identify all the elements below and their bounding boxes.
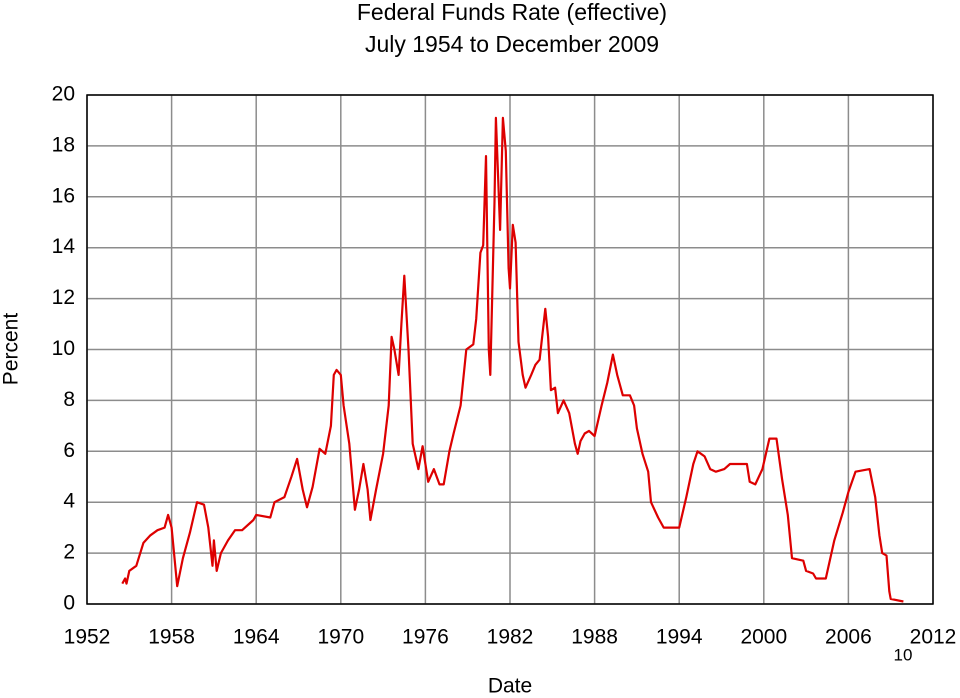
- y-tick-label: 12: [52, 286, 75, 309]
- x-tick-label: 1976: [402, 626, 449, 649]
- x-tick-label: 1964: [233, 626, 280, 649]
- x-axis-label: Date: [488, 675, 532, 698]
- y-tick-label: 4: [63, 490, 75, 513]
- y-tick-label: 8: [63, 388, 75, 411]
- y-tick-label: 18: [52, 133, 75, 156]
- x-tick-label: 1994: [656, 626, 703, 649]
- x-tick-label: 1958: [148, 626, 195, 649]
- data-line: [121, 116, 904, 603]
- y-tick-label: 14: [52, 235, 76, 258]
- y-tick-label: 10: [52, 337, 75, 360]
- y-tick-label: 16: [52, 184, 75, 207]
- x-tick-label: 1982: [487, 626, 534, 649]
- y-axis-label: Percent: [0, 313, 23, 386]
- x-tick-label: 2012: [910, 626, 957, 649]
- plot-frame: [86, 94, 934, 605]
- x-tick-label: 1988: [571, 626, 618, 649]
- x-tick-label: 2006: [825, 626, 872, 649]
- x-tick-label: 1952: [64, 626, 111, 649]
- chart-subtitle: July 1954 to December 2009: [365, 31, 659, 57]
- y-tick-label: 2: [63, 541, 75, 564]
- x-tick-label: 2000: [740, 626, 787, 649]
- y-tick-label: 20: [52, 83, 75, 106]
- x-tick-label: 1970: [317, 626, 364, 649]
- annotation: 10: [894, 645, 913, 664]
- chart-title: Federal Funds Rate (effective): [357, 0, 667, 25]
- y-tick-label: 0: [63, 592, 75, 615]
- y-tick-label: 6: [63, 439, 75, 462]
